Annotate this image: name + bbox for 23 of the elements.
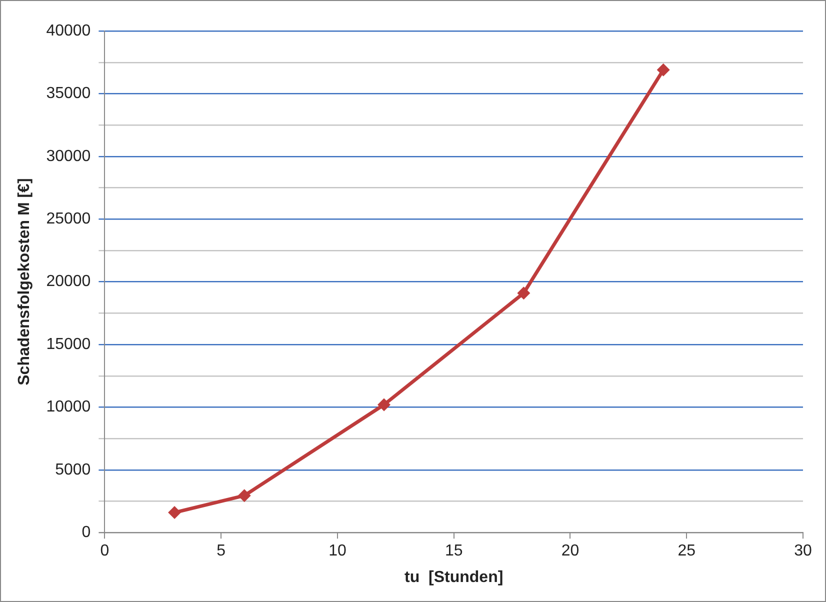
x-tick-label: 15 xyxy=(444,542,463,560)
x-axis-title: tu [Stunden] xyxy=(404,568,504,586)
y-tick-label: 5000 xyxy=(55,461,91,478)
x-tick-label: 0 xyxy=(100,542,110,560)
x-tick-label: 10 xyxy=(328,542,346,560)
y-tick-label: 0 xyxy=(82,524,91,542)
y-tick-label: 40000 xyxy=(46,22,91,40)
y-tick-label: 15000 xyxy=(46,336,91,353)
x-tick-label: 20 xyxy=(561,542,580,560)
y-tick-label: 10000 xyxy=(46,398,91,416)
y-tick-label: 20000 xyxy=(46,273,91,290)
y-tick-label: 25000 xyxy=(46,210,91,228)
point xyxy=(378,398,391,412)
y-tick-label: 35000 xyxy=(46,85,91,102)
point xyxy=(168,506,182,520)
y-tick-label: 30000 xyxy=(46,148,91,165)
y-axis-title: Schadensfolgekosten M [€] xyxy=(16,178,34,386)
point xyxy=(517,286,530,300)
x-tick-label: 5 xyxy=(216,542,226,560)
point xyxy=(238,489,251,502)
x-tick-label: 30 xyxy=(794,542,812,560)
point xyxy=(656,63,670,76)
x-tick-label: 25 xyxy=(678,542,696,560)
